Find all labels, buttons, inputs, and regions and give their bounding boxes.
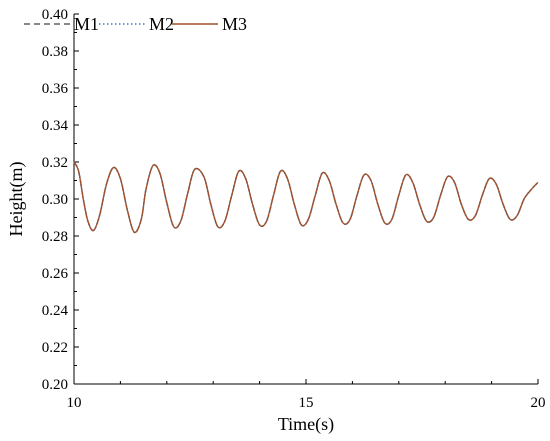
x-tick-label: 10: [67, 395, 82, 411]
x-tick-label: 20: [531, 395, 546, 411]
y-tick-label: 0.36: [42, 81, 69, 97]
y-tick-label: 0.24: [42, 303, 69, 319]
legend-label-m3: M3: [222, 14, 247, 34]
legend: M1 M2 M3: [24, 14, 247, 34]
axes: 10 15 20 0.200.220.240.260.280.300.320.340…: [42, 7, 546, 411]
x-tick-label: 15: [299, 395, 314, 411]
legend-label-m1: M1: [74, 14, 99, 34]
legend-label-m2: M2: [149, 14, 174, 34]
y-tick-label: 0.20: [42, 377, 68, 393]
y-tick-label: 0.40: [42, 7, 68, 23]
y-tick-label: 0.28: [42, 229, 68, 245]
y-tick-label: 0.34: [42, 118, 69, 134]
y-tick-label: 0.38: [42, 44, 68, 60]
y-tick-label: 0.32: [42, 155, 68, 171]
series-line-m2: [73, 161, 539, 234]
y-axis-title: Height(m): [6, 162, 27, 237]
series-line-m3: [73, 161, 539, 234]
y-tick-label: 0.26: [42, 266, 69, 282]
y-tick-label: 0.30: [42, 192, 68, 208]
x-axis-title: Time(s): [278, 414, 334, 435]
series-line-m1: [73, 161, 539, 234]
y-tick-label: 0.22: [42, 340, 68, 356]
y-ticks: 0.20 0.22 0.24 0.26 0.28 0.30 0.32 0.34 0.36 0.38…: [42, 7, 79, 393]
plot-area: [73, 161, 539, 234]
x-ticks: 10 15 20: [67, 379, 546, 411]
